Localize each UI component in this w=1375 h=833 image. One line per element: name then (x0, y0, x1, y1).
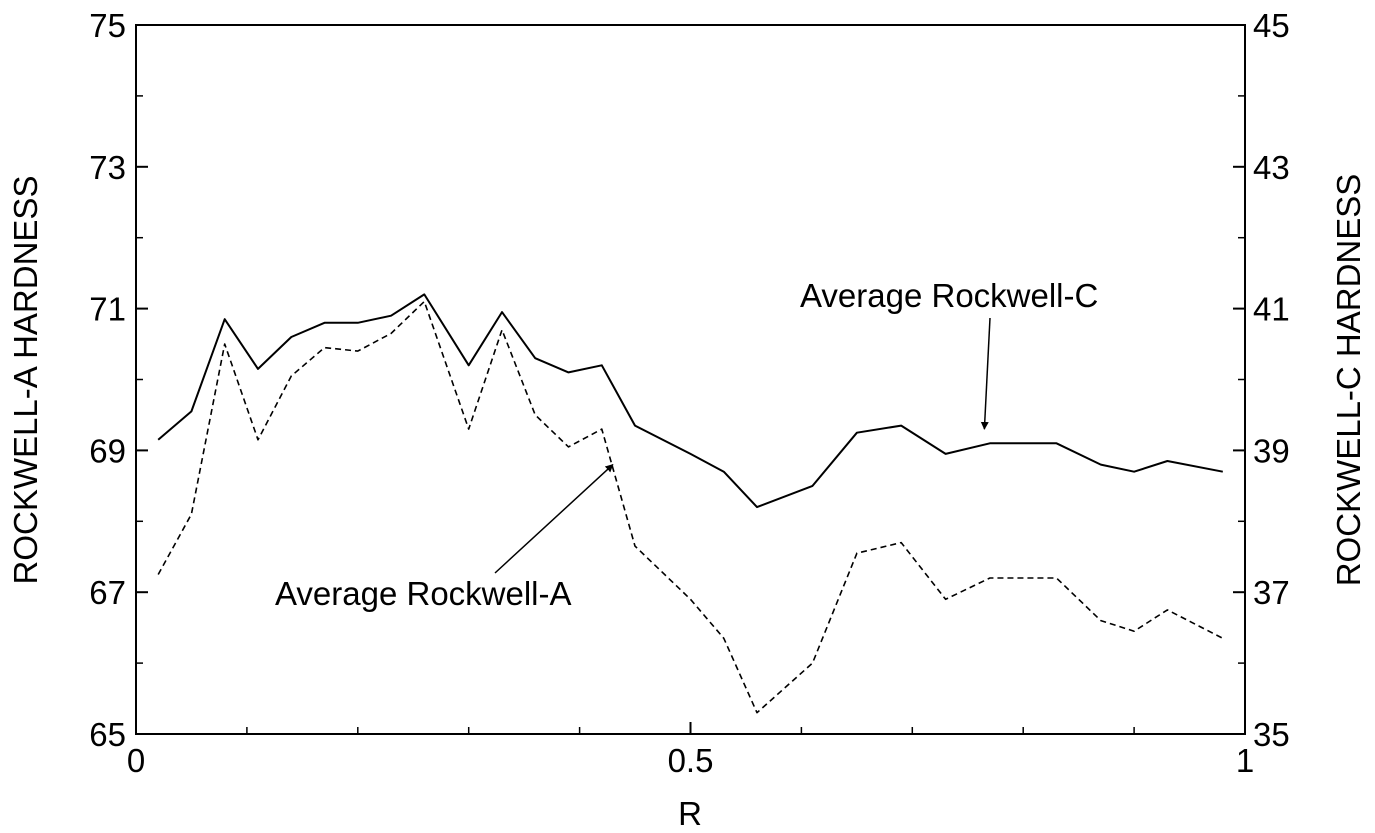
series-line-average-rockwell-c (157, 293, 1223, 509)
annotation-label-average-rockwell-c: Average Rockwell-C (800, 277, 1098, 314)
x-tick-label: 0 (127, 742, 145, 779)
annotation-layer: Average Rockwell-C Average Rockwell-A (275, 277, 1098, 612)
right-y-tick-label: 43 (1253, 149, 1290, 186)
annotation-arrow-average-rockwell-a (494, 464, 614, 574)
right-y-axis-title: ROCKWELL-C HARDNESS (1330, 174, 1367, 587)
right-y-tick-label: 37 (1253, 574, 1290, 611)
left-y-axis-title: ROCKWELL-A HARDNESS (7, 176, 44, 585)
right-y-tick-label: 39 (1253, 432, 1290, 469)
annotation-label-average-rockwell-a: Average Rockwell-A (275, 575, 572, 612)
series-layer (157, 293, 1224, 714)
right-y-axis-ticks: 35 37 39 41 43 45 (1233, 7, 1290, 753)
left-y-tick-label: 69 (89, 432, 126, 469)
x-tick-label: 1 (1236, 742, 1254, 779)
left-y-tick-label: 71 (89, 291, 126, 328)
right-y-tick-label: 35 (1253, 716, 1290, 753)
left-y-tick-label: 75 (89, 7, 126, 44)
x-tick-label: 0.5 (668, 742, 714, 779)
annotation-arrow-average-rockwell-c (980, 317, 991, 430)
series-line-average-rockwell-a (157, 300, 1224, 714)
left-y-tick-label: 67 (89, 574, 126, 611)
right-y-tick-label: 41 (1253, 291, 1290, 328)
left-y-axis-ticks: 65 67 69 71 73 75 (89, 7, 148, 753)
x-axis-title: R (678, 795, 702, 832)
plot-frame (135, 24, 1246, 735)
left-y-tick-label: 73 (89, 149, 126, 186)
left-y-tick-label: 65 (89, 716, 126, 753)
right-y-tick-label: 45 (1253, 7, 1290, 44)
x-axis-ticks: 0 0.5 1 (127, 722, 1254, 779)
